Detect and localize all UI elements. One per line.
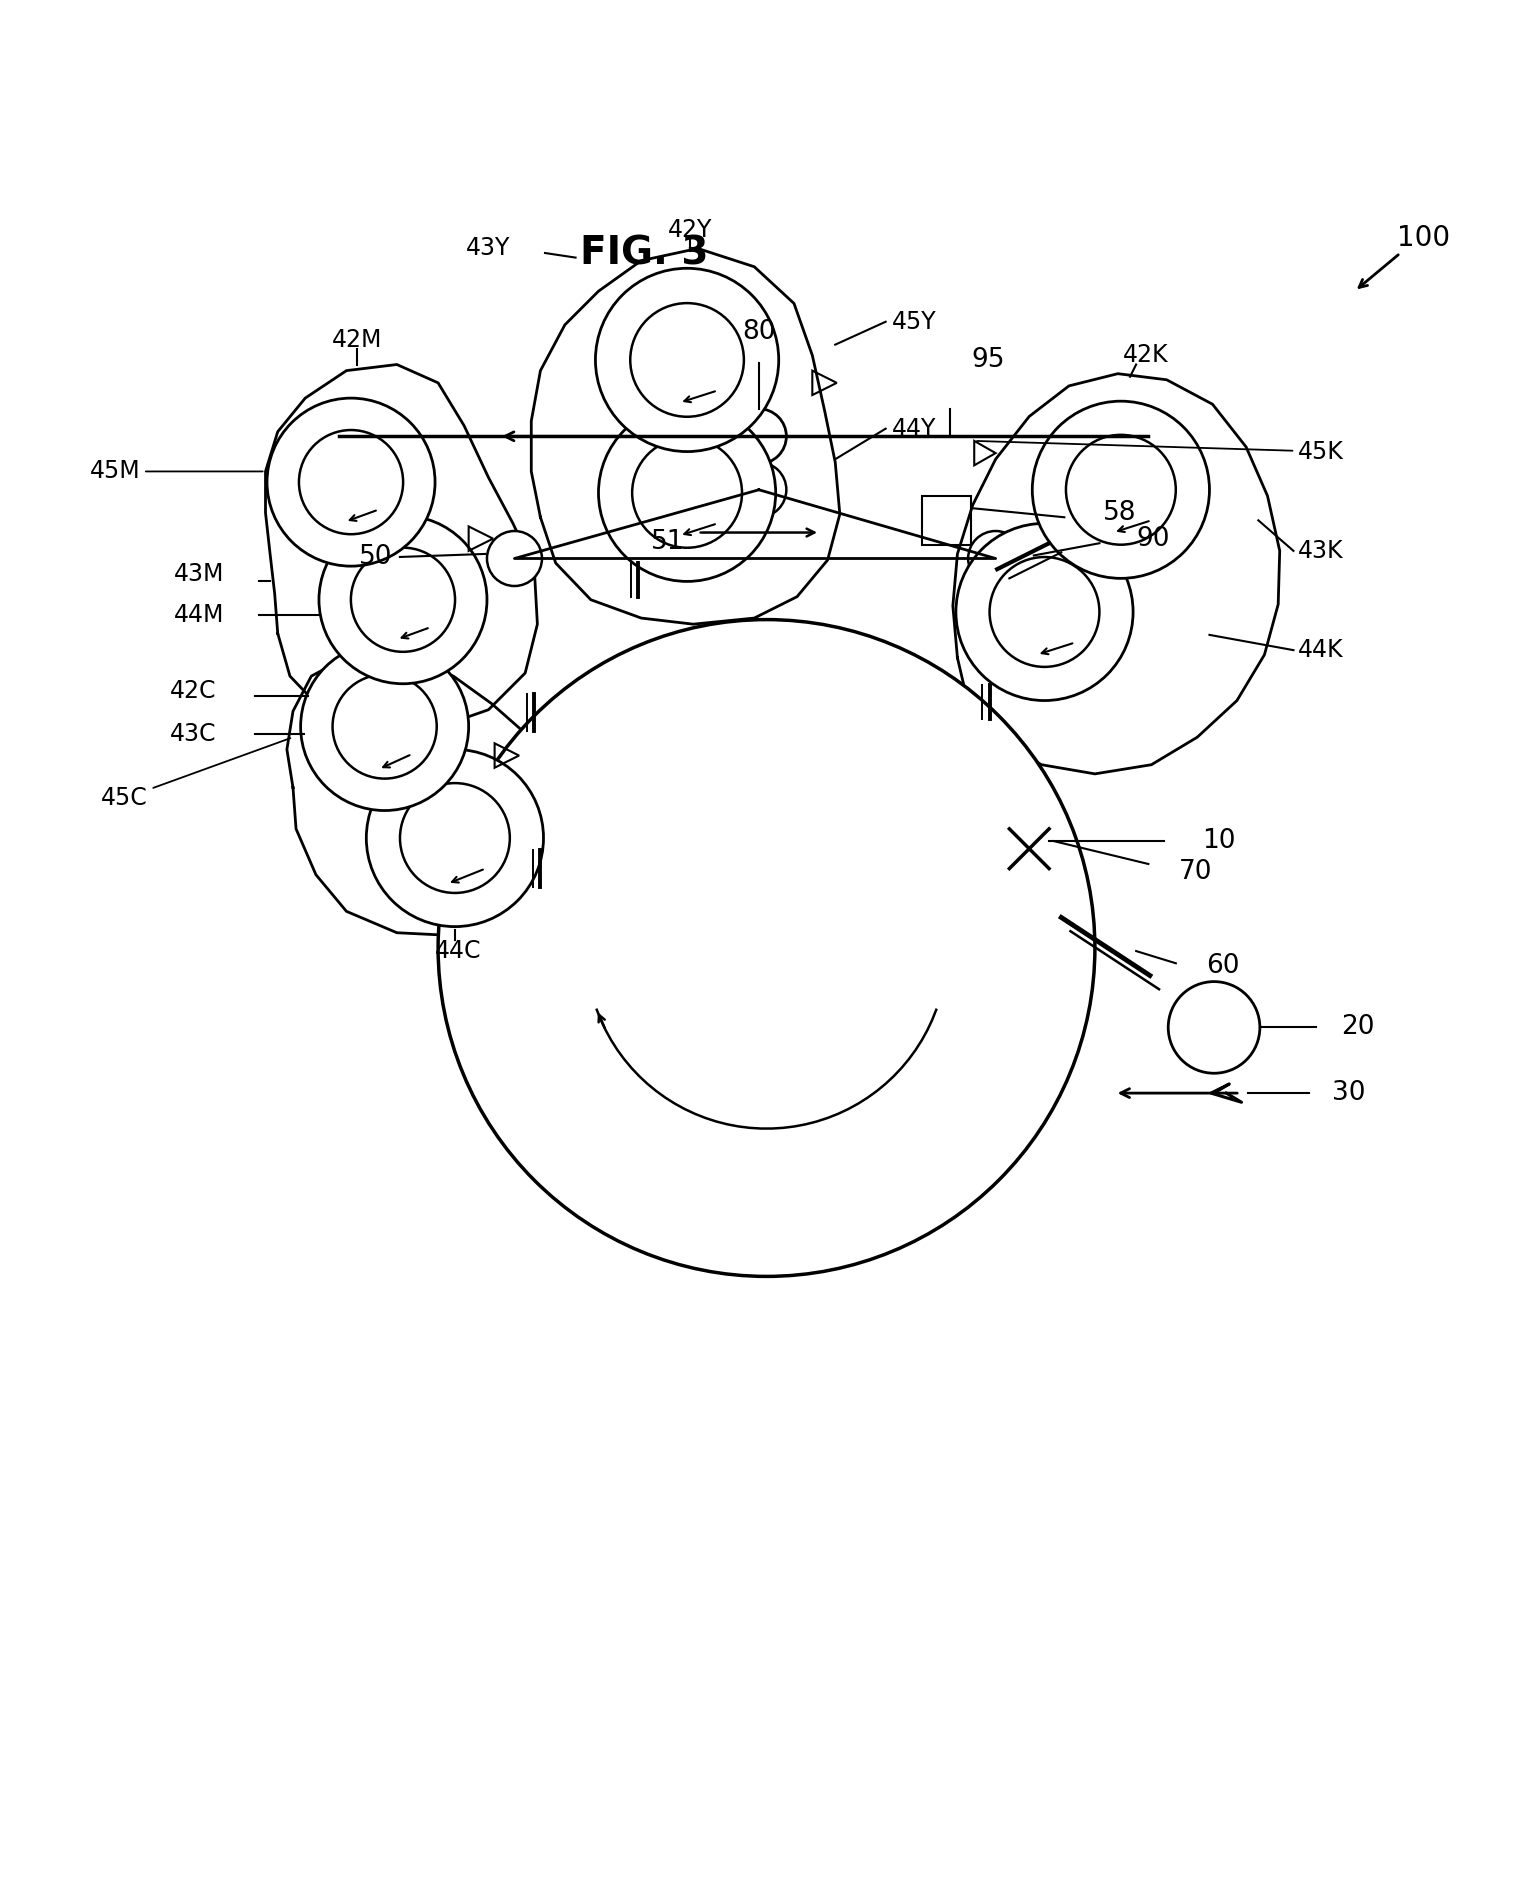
Circle shape [1032, 402, 1210, 578]
Circle shape [1065, 434, 1176, 544]
Circle shape [632, 438, 742, 548]
Circle shape [319, 516, 487, 684]
Circle shape [731, 410, 786, 465]
Text: 50: 50 [359, 544, 392, 571]
Circle shape [595, 269, 779, 451]
Text: 44M: 44M [173, 603, 224, 628]
Circle shape [300, 643, 469, 810]
Text: 60: 60 [1206, 954, 1240, 980]
Circle shape [366, 749, 544, 927]
Circle shape [731, 463, 786, 518]
Circle shape [487, 531, 543, 586]
Text: FIG. 3: FIG. 3 [579, 233, 708, 271]
Circle shape [438, 620, 1095, 1276]
Text: 51: 51 [650, 529, 684, 556]
Circle shape [957, 523, 1133, 700]
Circle shape [1168, 982, 1260, 1073]
Circle shape [990, 557, 1099, 667]
Text: 95: 95 [972, 347, 1004, 374]
Circle shape [267, 398, 435, 567]
Circle shape [969, 531, 1023, 586]
Text: 44C: 44C [435, 939, 481, 963]
Text: 58: 58 [1102, 501, 1136, 525]
Text: 45M: 45M [89, 459, 262, 483]
Text: 70: 70 [1179, 859, 1213, 885]
Text: 44K: 44K [1298, 639, 1344, 662]
Text: 43M: 43M [173, 561, 224, 586]
Text: 20: 20 [1341, 1014, 1374, 1041]
Text: 80: 80 [742, 319, 776, 345]
Text: 42Y: 42Y [668, 218, 713, 243]
Circle shape [598, 404, 776, 582]
Text: 100: 100 [1397, 224, 1450, 252]
Circle shape [630, 303, 744, 417]
Text: 30: 30 [1332, 1081, 1366, 1105]
Text: 43Y: 43Y [466, 237, 510, 260]
Text: 90: 90 [1136, 525, 1170, 552]
Text: 44Y: 44Y [892, 417, 937, 440]
Text: 42K: 42K [1122, 343, 1168, 368]
Text: 42M: 42M [333, 328, 382, 353]
Text: 42C: 42C [170, 679, 216, 703]
Circle shape [400, 783, 510, 893]
Circle shape [299, 430, 403, 535]
Circle shape [351, 548, 455, 652]
Text: 45K: 45K [977, 440, 1344, 465]
Text: 43C: 43C [170, 722, 216, 747]
Circle shape [333, 675, 437, 779]
Text: 45C: 45C [101, 738, 290, 810]
Text: 10: 10 [1202, 829, 1236, 853]
Text: 43K: 43K [1298, 538, 1344, 563]
Text: 45Y: 45Y [892, 309, 937, 334]
